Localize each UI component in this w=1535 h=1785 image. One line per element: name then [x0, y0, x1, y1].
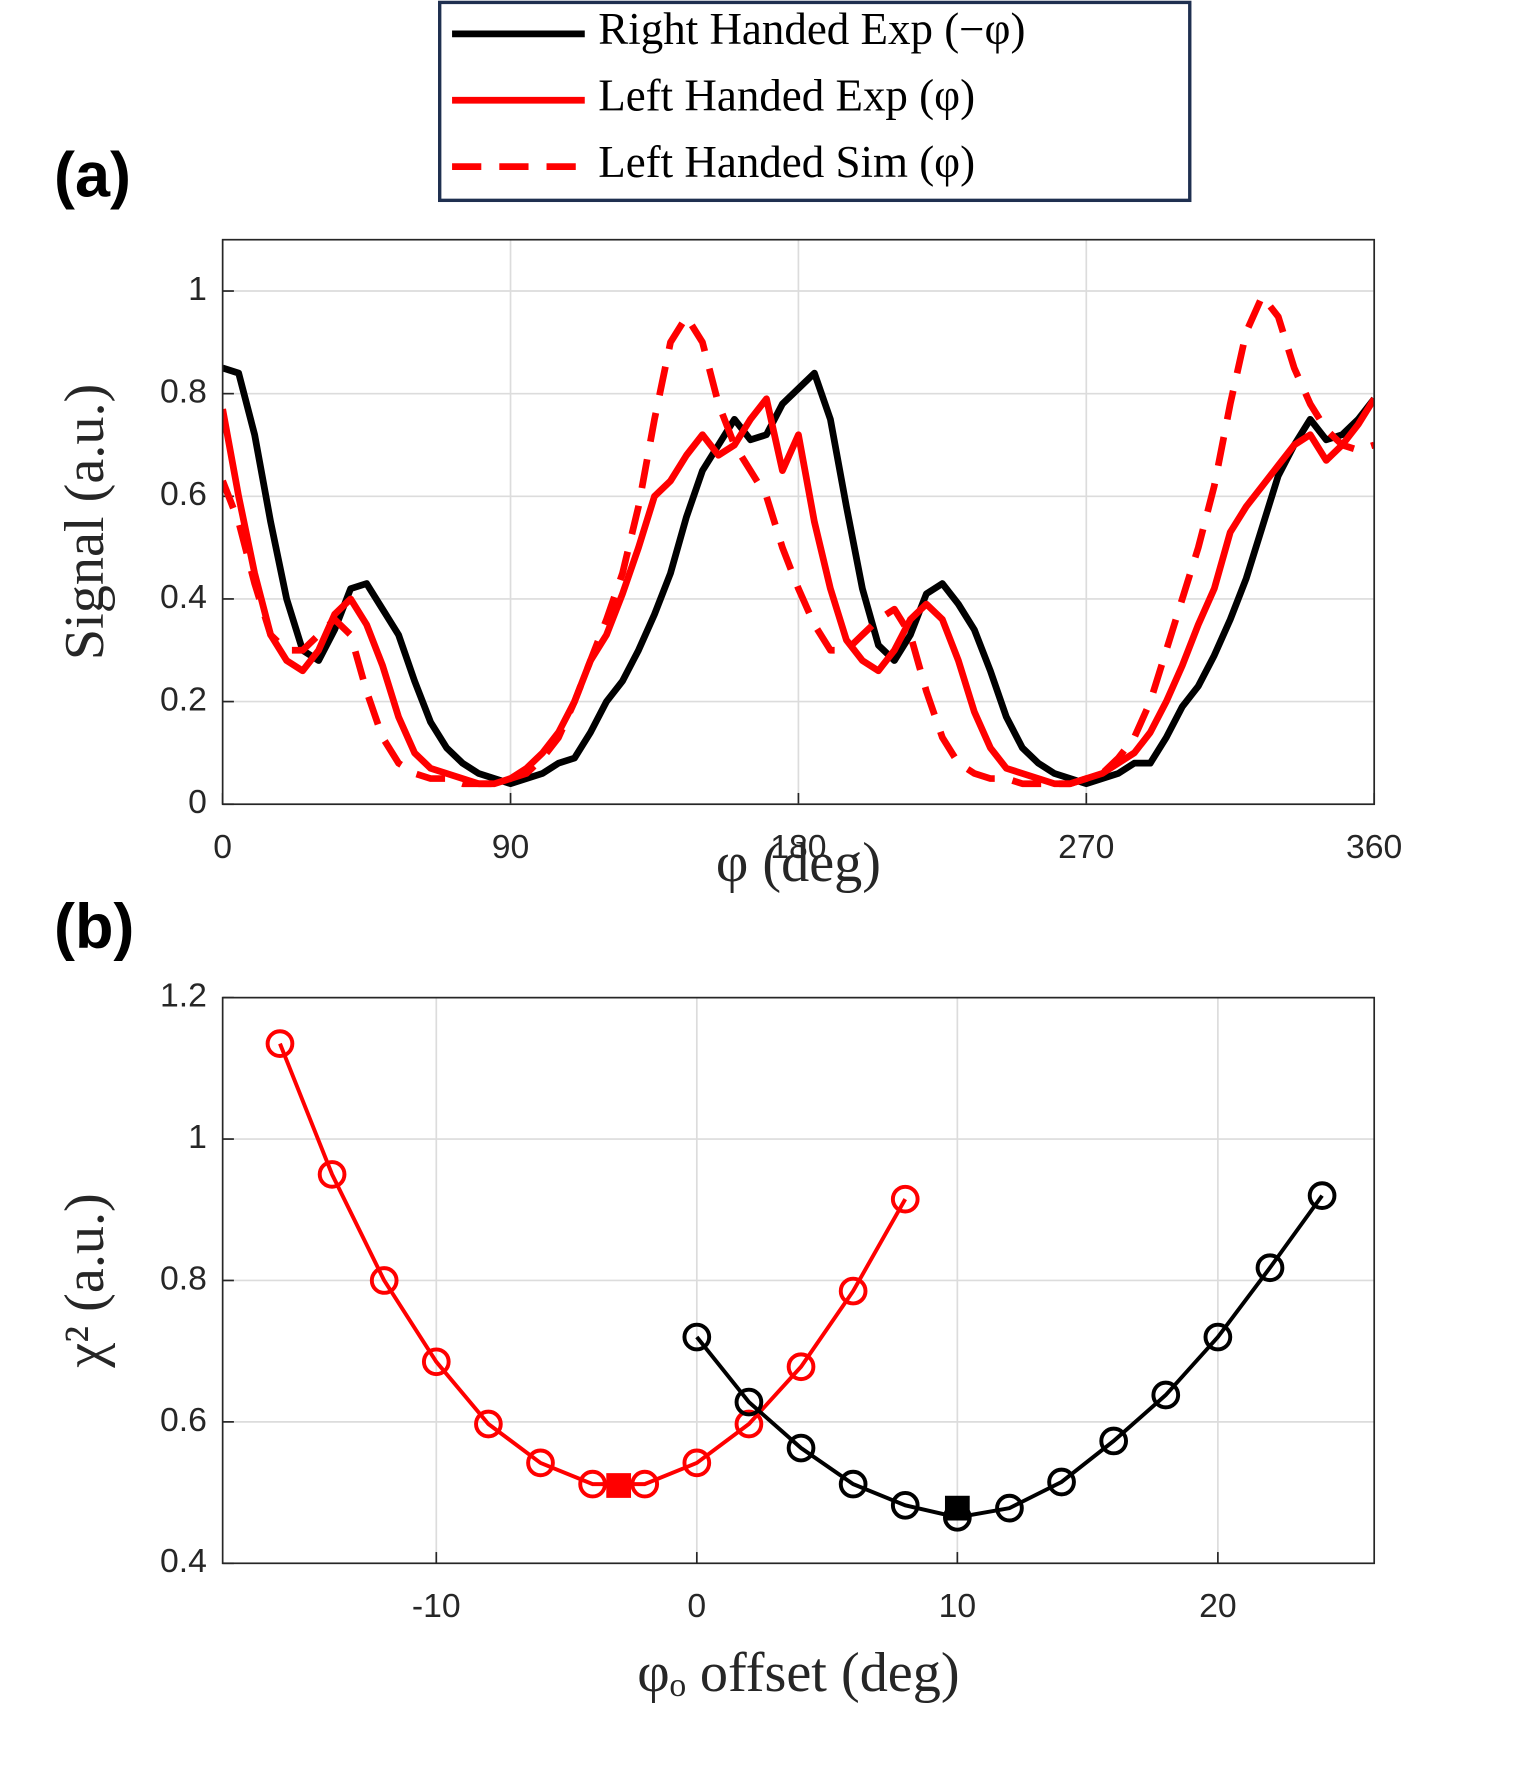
x-tick-label: 10: [939, 1587, 977, 1625]
data-point: [838, 1276, 868, 1306]
data-point: [734, 1387, 764, 1417]
legend-label: Left Handed Exp (φ): [598, 71, 975, 121]
x-tick-label: 90: [492, 828, 530, 866]
legend-label: Right Handed Exp (−φ): [598, 4, 1025, 54]
x-tick-label: 0: [687, 1587, 706, 1625]
x-tick-label: -10: [412, 1587, 461, 1625]
x-tick-label: 180: [770, 828, 826, 866]
min-marker: [944, 1495, 970, 1521]
data-point: [890, 1490, 920, 1520]
y-tick-label: 0.6: [160, 1401, 207, 1439]
data-point: [369, 1266, 399, 1295]
data-point: [630, 1469, 660, 1499]
y-tick-label: 1: [188, 270, 207, 308]
data-point: [1307, 1181, 1337, 1210]
plot-frame: [221, 996, 1376, 1565]
data-point: [838, 1469, 868, 1499]
fit-line: [278, 1042, 907, 1487]
x-tick-label: 0: [213, 828, 232, 866]
data-point: [474, 1409, 503, 1439]
legend-label: Left Handed Sim (φ): [598, 137, 975, 187]
data-point: [682, 1322, 712, 1352]
y-tick-label: 0.6: [160, 475, 207, 513]
y-tick-label: 0.8: [160, 1259, 207, 1297]
plot-layer: [278, 1042, 1324, 1520]
data-point: [1203, 1322, 1233, 1352]
panel-label: (a): [54, 141, 131, 211]
data-point: [317, 1160, 347, 1189]
y-axis-label: Signal (a.u.): [54, 384, 116, 660]
y-tick-label: 0.2: [160, 680, 207, 718]
fit-line: [695, 1194, 1324, 1520]
y-tick-label: 0.8: [160, 373, 207, 411]
data-point: [786, 1433, 816, 1463]
x-tick-label: 20: [1199, 1587, 1237, 1625]
y-tick-label: 0.4: [160, 578, 207, 616]
x-axis-label: φₒ offset (deg): [637, 1642, 959, 1704]
data-point: [1047, 1467, 1076, 1497]
plot-frame: [221, 238, 1376, 806]
data-point: [578, 1469, 607, 1499]
data-point: [1099, 1426, 1129, 1456]
data-point: [1151, 1380, 1181, 1410]
data-point: [995, 1493, 1024, 1523]
y-tick-label: 1.2: [160, 977, 207, 1015]
x-tick-label: 270: [1058, 828, 1114, 866]
data-point: [526, 1448, 555, 1478]
plot-layer: [222, 292, 1375, 788]
data-point: [1255, 1253, 1285, 1283]
data-point: [265, 1029, 295, 1058]
data-point: [734, 1409, 764, 1439]
data-point: [421, 1347, 451, 1377]
y-tick-label: 0.4: [160, 1542, 207, 1580]
min-marker: [606, 1473, 632, 1498]
data-line: [222, 292, 1375, 788]
y-axis-label: χ² (a.u.): [54, 1193, 116, 1368]
data-point: [890, 1184, 920, 1214]
data-line: [222, 364, 1375, 788]
panel-label: (b): [54, 892, 134, 962]
data-point: [682, 1448, 712, 1478]
data-point: [786, 1352, 816, 1382]
x-axis-label: φ (deg): [716, 832, 881, 894]
y-tick-label: 1: [188, 1118, 207, 1156]
x-tick-label: 360: [1346, 828, 1402, 866]
data-line: [222, 395, 1375, 788]
y-tick-label: 0: [188, 783, 207, 821]
